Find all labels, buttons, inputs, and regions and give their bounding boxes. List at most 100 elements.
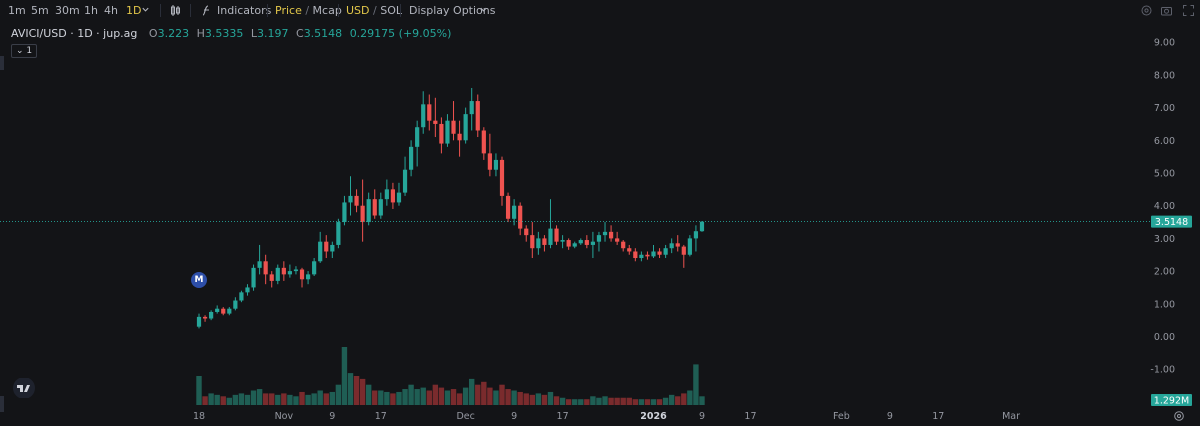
candle-body	[263, 261, 268, 275]
volume-bar	[438, 387, 445, 405]
volume-bar	[365, 384, 372, 405]
x-tick-label: 17	[744, 411, 756, 422]
volume-bar	[517, 391, 523, 405]
candle-body	[245, 287, 250, 293]
volume-bar	[668, 394, 675, 405]
volume-badge	[1151, 394, 1192, 406]
volume-bar	[232, 394, 239, 405]
price-option[interactable]: Price	[275, 4, 302, 17]
interval-30m[interactable]: 30m	[55, 4, 80, 17]
display-options-button[interactable]: Display Options	[409, 4, 496, 17]
volume-bar	[511, 390, 517, 405]
volume-bar	[444, 390, 451, 405]
candle-body	[293, 269, 299, 272]
candle-body	[336, 222, 341, 245]
volume-bar	[693, 364, 699, 405]
x-tick-label: 18	[193, 411, 205, 422]
x-tick-label: Feb	[833, 411, 850, 422]
volume-bar	[662, 397, 669, 405]
volume-bar	[214, 394, 220, 405]
volume-bar	[487, 387, 493, 405]
interval-4h[interactable]: 4h	[104, 4, 118, 17]
volume-bar	[329, 391, 336, 405]
mcap-option[interactable]: Mcap	[312, 4, 342, 17]
ohlc-change: 0.29175 (+9.05%)	[349, 27, 452, 40]
volume-bar	[559, 397, 566, 405]
candle-body	[396, 192, 402, 203]
chevron-down-icon[interactable]	[141, 5, 150, 14]
volume-bar	[287, 394, 293, 405]
interval-5m[interactable]: 5m	[31, 4, 49, 17]
volume-bar	[608, 397, 614, 405]
volume-bar	[390, 393, 396, 405]
volume-bar	[450, 389, 457, 405]
axis-settings-icon[interactable]	[1173, 410, 1185, 422]
ohlc-low: L3.197	[250, 27, 289, 40]
x-tick-label: 9	[511, 411, 517, 422]
interval-1d[interactable]: 1D	[126, 4, 142, 17]
candle-body	[602, 231, 608, 236]
indicators-icon[interactable]	[201, 4, 214, 17]
candle-body	[512, 205, 517, 219]
candle-body	[621, 241, 626, 249]
candle-body	[196, 316, 202, 327]
volume-bar	[353, 376, 360, 405]
camera-icon[interactable]	[1160, 4, 1173, 17]
candle-body	[457, 133, 462, 141]
volume-bar	[378, 390, 384, 405]
candle-body	[209, 311, 214, 319]
event-marker[interactable]: M	[191, 272, 207, 288]
volume-bar	[299, 391, 305, 405]
legend-collapse-button[interactable]: ⌄ 1	[11, 44, 38, 58]
candle-body	[318, 241, 323, 262]
candle-body	[645, 254, 650, 257]
volume-bar	[335, 384, 342, 405]
volume-bar	[432, 384, 439, 405]
price-mcap-toggle[interactable]: Price / Mcap	[275, 4, 342, 17]
volume-bar	[275, 394, 281, 405]
candle-body	[299, 269, 305, 280]
candle-body	[542, 238, 547, 245]
chart-legend: AVICI/USD · 1D · jup.ag O3.223 H3.5335 L…	[11, 27, 451, 40]
candles-icon[interactable]	[169, 4, 182, 17]
volume-bar	[359, 378, 366, 405]
sol-option[interactable]: SOL	[380, 4, 402, 17]
volume-bar	[414, 389, 420, 405]
currency-toggle[interactable]: USD / SOL	[346, 4, 402, 17]
candle-body	[493, 159, 499, 170]
candle-body	[663, 248, 668, 255]
volume-bar	[632, 399, 639, 405]
candle-body	[233, 300, 238, 309]
candle-body	[451, 120, 456, 134]
volume-bar	[311, 393, 317, 405]
interval-1h[interactable]: 1h	[84, 4, 98, 17]
chevron-down-icon[interactable]	[479, 5, 488, 14]
x-tick-label: 9	[887, 411, 893, 422]
fullscreen-icon[interactable]	[1182, 4, 1195, 17]
candle-body	[572, 243, 577, 247]
volume-bar	[396, 391, 402, 405]
settings-icon[interactable]	[1140, 4, 1153, 17]
volume-bar	[644, 399, 651, 405]
candle-body	[324, 241, 329, 252]
candle-body	[693, 231, 699, 239]
candle-body	[348, 195, 353, 203]
candle-body	[433, 120, 438, 124]
candle-body	[590, 241, 595, 245]
candle-body	[227, 308, 232, 314]
volume-bar	[281, 393, 287, 405]
volume-bar	[305, 394, 311, 405]
indicators-button[interactable]: Indicators	[217, 4, 272, 17]
candle-body	[415, 127, 420, 147]
x-tick-label: 9	[329, 411, 335, 422]
volume-bar	[681, 393, 687, 405]
indicator-count: 1	[26, 46, 33, 56]
left-toolbar-handle[interactable]	[0, 56, 4, 70]
usd-option[interactable]: USD	[346, 4, 370, 17]
volume-bar	[244, 394, 251, 405]
candle-body	[354, 195, 359, 206]
symbol-title[interactable]: AVICI/USD · 1D · jup.ag	[11, 27, 138, 40]
interval-1m[interactable]: 1m	[8, 4, 26, 17]
left-scroll-handle[interactable]	[0, 396, 4, 412]
